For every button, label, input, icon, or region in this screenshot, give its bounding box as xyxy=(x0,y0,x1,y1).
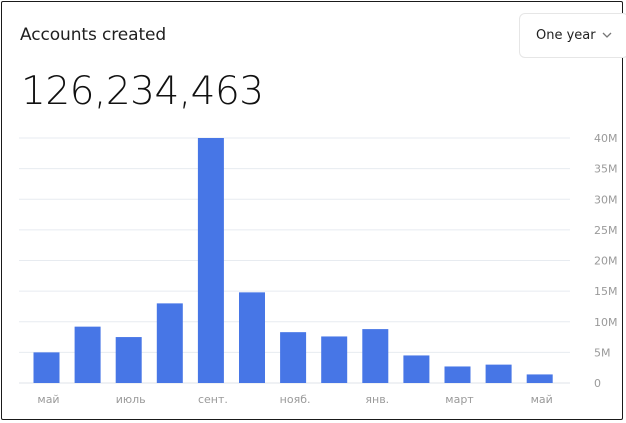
chart-bars xyxy=(33,138,553,383)
bar[interactable] xyxy=(526,374,553,383)
bar[interactable] xyxy=(115,337,142,383)
y-tick-label: 35M xyxy=(594,163,618,176)
x-tick-label: март xyxy=(445,393,474,406)
bar[interactable] xyxy=(197,138,224,383)
x-tick-label: сент. xyxy=(198,393,228,406)
y-tick-label: 30M xyxy=(594,193,618,206)
bar[interactable] xyxy=(280,332,307,383)
chart-x-axis: май июль сент. нояб. янв. март май xyxy=(37,393,552,406)
chevron-down-icon xyxy=(602,32,612,38)
period-select[interactable]: One year xyxy=(519,13,626,58)
bar[interactable] xyxy=(403,355,430,383)
chart-y-axis: 0 5M 10M 15M 20M 25M 30M 35M 40M xyxy=(594,132,618,390)
bar[interactable] xyxy=(485,364,512,383)
y-tick-label: 0 xyxy=(594,377,601,390)
x-tick-label: нояб. xyxy=(280,393,311,406)
bar[interactable] xyxy=(444,366,471,383)
y-tick-label: 40M xyxy=(594,132,618,145)
y-tick-label: 20M xyxy=(594,255,618,268)
y-tick-label: 25M xyxy=(594,224,618,237)
card-title: Accounts created xyxy=(20,25,167,45)
bar[interactable] xyxy=(362,329,389,383)
bar[interactable] xyxy=(74,326,101,383)
x-tick-label: янв. xyxy=(365,393,389,406)
x-tick-label: июль xyxy=(116,393,146,406)
period-select-label: One year xyxy=(536,28,596,43)
y-tick-label: 10M xyxy=(594,316,618,329)
y-tick-label: 5M xyxy=(594,346,611,359)
y-tick-label: 15M xyxy=(594,285,618,298)
bar[interactable] xyxy=(239,292,265,383)
bar[interactable] xyxy=(156,303,183,383)
bar[interactable] xyxy=(321,336,348,383)
x-tick-label: май xyxy=(37,393,59,406)
bar[interactable] xyxy=(33,352,60,383)
total-accounts-value: 126,234,463 xyxy=(21,69,264,114)
x-tick-label: май xyxy=(531,393,553,406)
